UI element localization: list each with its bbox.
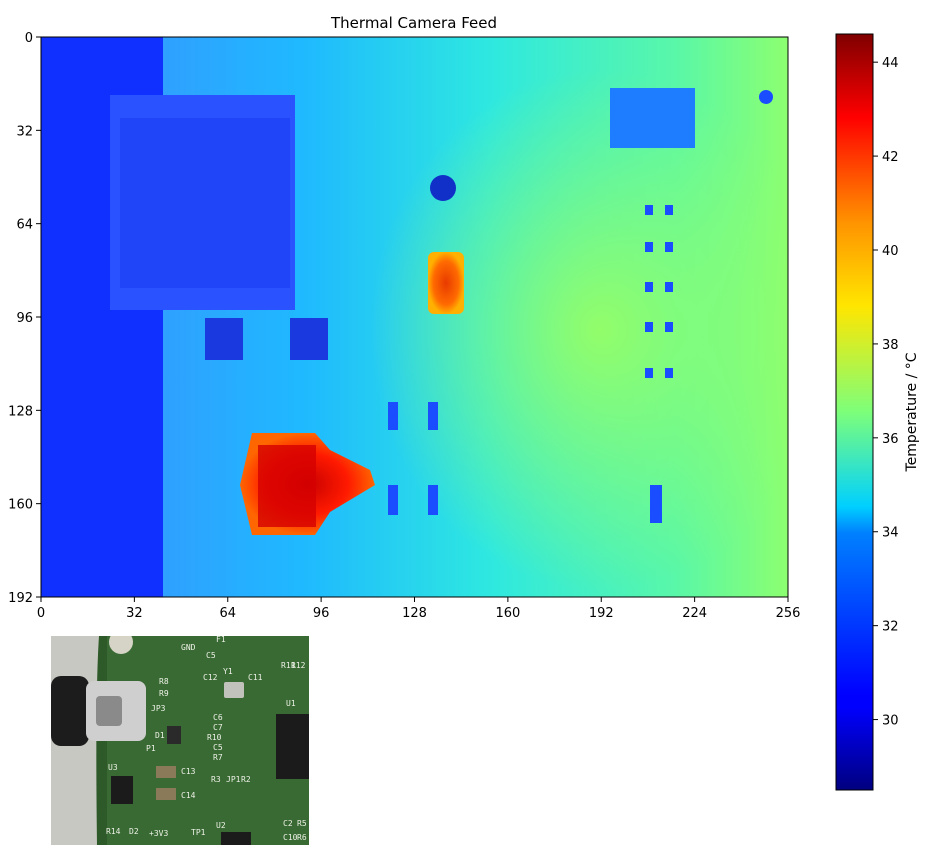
silkscreen-label: TP1 [191, 828, 206, 837]
silkscreen-label: R8 [159, 677, 169, 686]
silkscreen-label: C13 [181, 767, 196, 776]
silkscreen-label: C6 [213, 713, 223, 722]
silkscreen-label: C5 [213, 743, 223, 752]
colorbar-tick-label-3: 36 [882, 432, 899, 447]
silkscreen-label: R9 [159, 689, 169, 698]
silkscreen-label: P1 [146, 744, 156, 753]
warm-glow [370, 70, 788, 590]
chip-u2 [221, 832, 251, 845]
colorbar-tick-label-5: 40 [882, 244, 899, 259]
silkscreen-label: R10 [207, 733, 222, 742]
cap-c13 [156, 766, 176, 778]
x-tick-label-0: 0 [37, 606, 45, 621]
x-tick-label-5: 160 [495, 606, 520, 621]
crystal-y1 [224, 682, 244, 698]
y-tick-label-5: 160 [8, 498, 33, 513]
y-tick-label-0: 0 [25, 31, 33, 46]
silkscreen-label: R7 [213, 753, 223, 762]
usb-slot [96, 696, 122, 726]
silkscreen-label: C2 [283, 819, 293, 828]
silkscreen-label: GND [181, 643, 196, 652]
silkscreen-label: C10 [283, 833, 298, 842]
x-axis: 0 32 64 96 128 160 192 224 256 [37, 597, 801, 621]
colorbar-tick-label-7: 44 [882, 56, 899, 71]
regulator-u3 [111, 776, 133, 804]
silkscreen-label: F1 [216, 636, 226, 644]
connector-inner [120, 118, 290, 288]
colorbar-tick-label-6: 42 [882, 150, 899, 165]
y-tick-label-1: 32 [16, 124, 33, 139]
silkscreen-label: U2 [216, 821, 226, 830]
x-tick-label-3: 96 [313, 606, 330, 621]
silkscreen-label: R2 [241, 775, 251, 784]
silkscreen-label: JP1 [226, 775, 241, 784]
heatmap-image [41, 37, 788, 597]
x-tick-label-8: 256 [776, 606, 801, 621]
x-tick-label-4: 128 [402, 606, 427, 621]
silkscreen-label: R12 [291, 661, 306, 670]
silkscreen-label: R11 [281, 661, 296, 670]
mount-hole [109, 636, 133, 654]
hot-spot-2 [428, 252, 464, 314]
colorbar-tick-label-0: 30 [882, 714, 899, 729]
silkscreen-label: +3V3 [149, 829, 168, 838]
silkscreen-label: C12 [203, 673, 218, 682]
y-tick-label-3: 96 [16, 311, 33, 326]
silkscreen-label: C11 [248, 673, 263, 682]
chip-outline [610, 88, 695, 148]
mcu-chip [276, 714, 309, 779]
colorbar-tick-label-4: 38 [882, 338, 899, 353]
silkscreen-label: U1 [286, 699, 296, 708]
colorbar-tick-label-2: 34 [882, 526, 899, 541]
silkscreen-label: JP3 [151, 704, 166, 713]
silkscreen-label: R6 [297, 833, 307, 842]
cap-c14 [156, 788, 176, 800]
silkscreen-label: R14 [106, 827, 121, 836]
pcb-photo-inset: GND F1 C5 R8 R9 JP3 P1 D1 U3 C13 C14 R14 D2 +3V3 TP1 U2… [51, 636, 309, 845]
x-tick-label-7: 224 [682, 606, 707, 621]
silkscreen-label: R3 [211, 775, 221, 784]
diode-d1 [167, 726, 181, 744]
x-tick-label-1: 32 [126, 606, 143, 621]
y-tick-label-2: 64 [16, 218, 33, 233]
x-tick-label-6: 192 [589, 606, 614, 621]
hot-spot-1-core [258, 445, 316, 527]
chart-title: Thermal Camera Feed [330, 14, 497, 32]
colorbar-tick-label-1: 32 [882, 620, 899, 635]
small-components [388, 90, 773, 523]
silkscreen-label: D2 [129, 827, 139, 836]
via-marker [430, 175, 456, 201]
usb-cable [51, 676, 89, 746]
silkscreen-label: U3 [108, 763, 118, 772]
y-tick-label-4: 128 [8, 404, 33, 419]
colorbar-label: Temperature / °C [904, 352, 920, 472]
x-tick-label-2: 64 [219, 606, 236, 621]
silkscreen-label: C5 [206, 651, 216, 660]
silkscreen-label: D1 [155, 731, 165, 740]
silkscreen-label: C7 [213, 723, 223, 732]
y-tick-label-6: 192 [8, 591, 33, 606]
colorbar-axis: 30 32 34 36 38 40 42 44 [873, 56, 899, 729]
y-axis: 0 32 64 96 128 160 192 [8, 31, 41, 606]
silkscreen-label: R5 [297, 819, 307, 828]
silkscreen-label: C14 [181, 791, 196, 800]
colorbar [835, 33, 874, 791]
silkscreen-label: Y1 [223, 667, 233, 676]
connector-pad-left [205, 318, 243, 360]
connector-pad-right [290, 318, 328, 360]
